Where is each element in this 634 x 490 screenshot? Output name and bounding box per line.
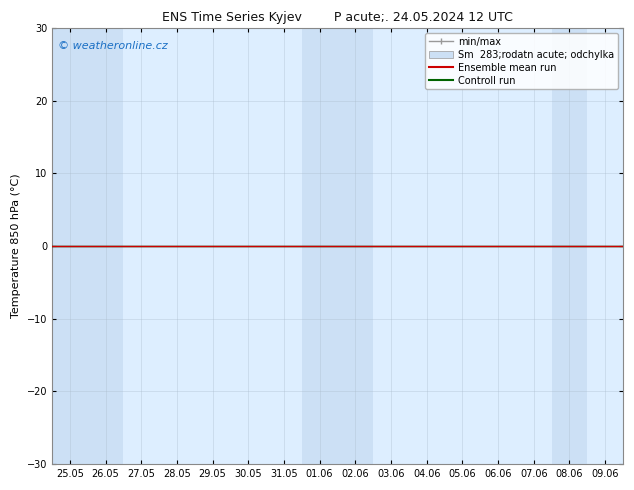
Text: © weatheronline.cz: © weatheronline.cz (58, 41, 167, 51)
Y-axis label: Temperature 850 hPa (°C): Temperature 850 hPa (°C) (11, 174, 21, 318)
Bar (552, 28, 587, 464)
Title: ENS Time Series Kyjev        P acute;. 24.05.2024 12 UTC: ENS Time Series Kyjev P acute;. 24.05.20… (162, 11, 513, 24)
Bar (52, 28, 87, 464)
Legend: min/max, Sm  283;rodatn acute; odchylka, Ensemble mean run, Controll run: min/max, Sm 283;rodatn acute; odchylka, … (425, 33, 618, 90)
Bar (87, 28, 124, 464)
Bar (302, 28, 337, 464)
Bar (337, 28, 373, 464)
